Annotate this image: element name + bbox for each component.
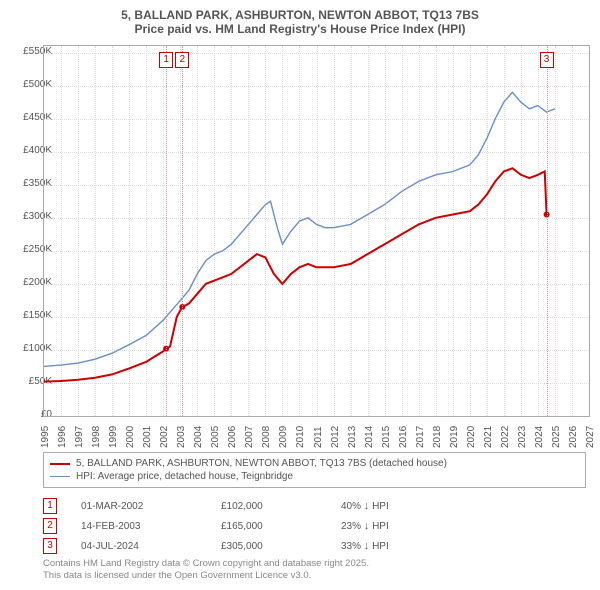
page-root: 5, BALLAND PARK, ASHBURTON, NEWTON ABBOT…	[0, 0, 600, 590]
legend-item-price: 5, BALLAND PARK, ASHBURTON, NEWTON ABBOT…	[50, 458, 579, 469]
x-tick-label: 2008	[261, 426, 272, 448]
row-diff: 40% ↓ HPI	[341, 500, 389, 512]
chart-plot-area: 12 3	[43, 45, 590, 417]
table-row: 1 01-MAR-2002 £102,000 40% ↓ HPI	[43, 498, 586, 514]
x-tick-label: 2014	[364, 426, 375, 448]
x-tick-label: 2025	[551, 426, 562, 448]
x-tick-label: 2010	[295, 426, 306, 448]
row-diff: 23% ↓ HPI	[341, 520, 389, 532]
x-tick-label: 2005	[210, 426, 221, 448]
x-tick-label: 2018	[432, 426, 443, 448]
x-tick-label: 2016	[398, 426, 409, 448]
table-row: 2 14-FEB-2003 £165,000 23% ↓ HPI	[43, 518, 586, 534]
x-tick-label: 2009	[278, 426, 289, 448]
row-date: 01-MAR-2002	[81, 501, 221, 512]
table-row: 3 04-JUL-2024 £305,000 33% ↓ HPI	[43, 538, 586, 554]
title-line-2: Price paid vs. HM Land Registry's House …	[0, 22, 600, 36]
row-price: £165,000	[221, 521, 341, 532]
x-tick-label: 2012	[330, 426, 341, 448]
legend-label-price: 5, BALLAND PARK, ASHBURTON, NEWTON ABBOT…	[76, 458, 447, 469]
x-tick-label: 2015	[381, 426, 392, 448]
row-date: 04-JUL-2024	[81, 541, 221, 552]
x-tick-label: 1996	[57, 426, 68, 448]
x-tick-label: 2022	[500, 426, 511, 448]
x-tick-label: 1995	[40, 426, 51, 448]
x-tick-label: 2024	[534, 426, 545, 448]
series-hpi	[44, 92, 555, 366]
x-tick-label: 2026	[568, 426, 579, 448]
row-price: £305,000	[221, 541, 341, 552]
annotation-box-3: 3	[540, 52, 554, 68]
chart-lines	[44, 46, 589, 416]
chart-title: 5, BALLAND PARK, ASHBURTON, NEWTON ABBOT…	[0, 0, 600, 36]
legend: 5, BALLAND PARK, ASHBURTON, NEWTON ABBOT…	[43, 452, 586, 488]
x-tick-label: 2013	[347, 426, 358, 448]
annotation-box-2: 2	[175, 52, 189, 68]
x-tick-label: 2023	[517, 426, 528, 448]
x-tick-label: 2021	[483, 426, 494, 448]
x-tick-label: 2003	[176, 426, 187, 448]
x-tick-label: 2019	[449, 426, 460, 448]
x-tick-label: 2027	[585, 426, 596, 448]
x-tick-label: 2006	[227, 426, 238, 448]
x-tick-label: 2000	[125, 426, 136, 448]
row-date: 14-FEB-2003	[81, 521, 221, 532]
x-tick-label: 1997	[74, 426, 85, 448]
transaction-table: 1 01-MAR-2002 £102,000 40% ↓ HPI 2 14-FE…	[43, 494, 586, 558]
down-arrow-icon: ↓	[364, 540, 370, 552]
legend-swatch-hpi	[50, 476, 70, 477]
x-tick-label: 2004	[193, 426, 204, 448]
legend-swatch-price	[50, 463, 70, 465]
row-marker-1: 1	[43, 498, 57, 514]
legend-label-hpi: HPI: Average price, detached house, Teig…	[76, 471, 293, 482]
x-tick-label: 2020	[466, 426, 477, 448]
footer-line-1: Contains HM Land Registry data © Crown c…	[43, 558, 369, 570]
x-tick-label: 2017	[415, 426, 426, 448]
down-arrow-icon: ↓	[364, 500, 370, 512]
annotation-box-1: 1	[159, 52, 173, 68]
footer-line-2: This data is licensed under the Open Gov…	[43, 570, 369, 582]
title-line-1: 5, BALLAND PARK, ASHBURTON, NEWTON ABBOT…	[0, 8, 600, 22]
row-marker-3: 3	[43, 538, 57, 554]
x-tick-label: 2007	[244, 426, 255, 448]
x-tick-label: 1999	[108, 426, 119, 448]
row-diff: 33% ↓ HPI	[341, 540, 389, 552]
footer-attribution: Contains HM Land Registry data © Crown c…	[43, 558, 369, 583]
row-marker-2: 2	[43, 518, 57, 534]
x-tick-label: 2001	[142, 426, 153, 448]
row-price: £102,000	[221, 501, 341, 512]
x-tick-label: 2002	[159, 426, 170, 448]
x-tick-label: 1998	[91, 426, 102, 448]
legend-item-hpi: HPI: Average price, detached house, Teig…	[50, 471, 579, 482]
x-tick-label: 2011	[313, 426, 324, 448]
down-arrow-icon: ↓	[364, 520, 370, 532]
